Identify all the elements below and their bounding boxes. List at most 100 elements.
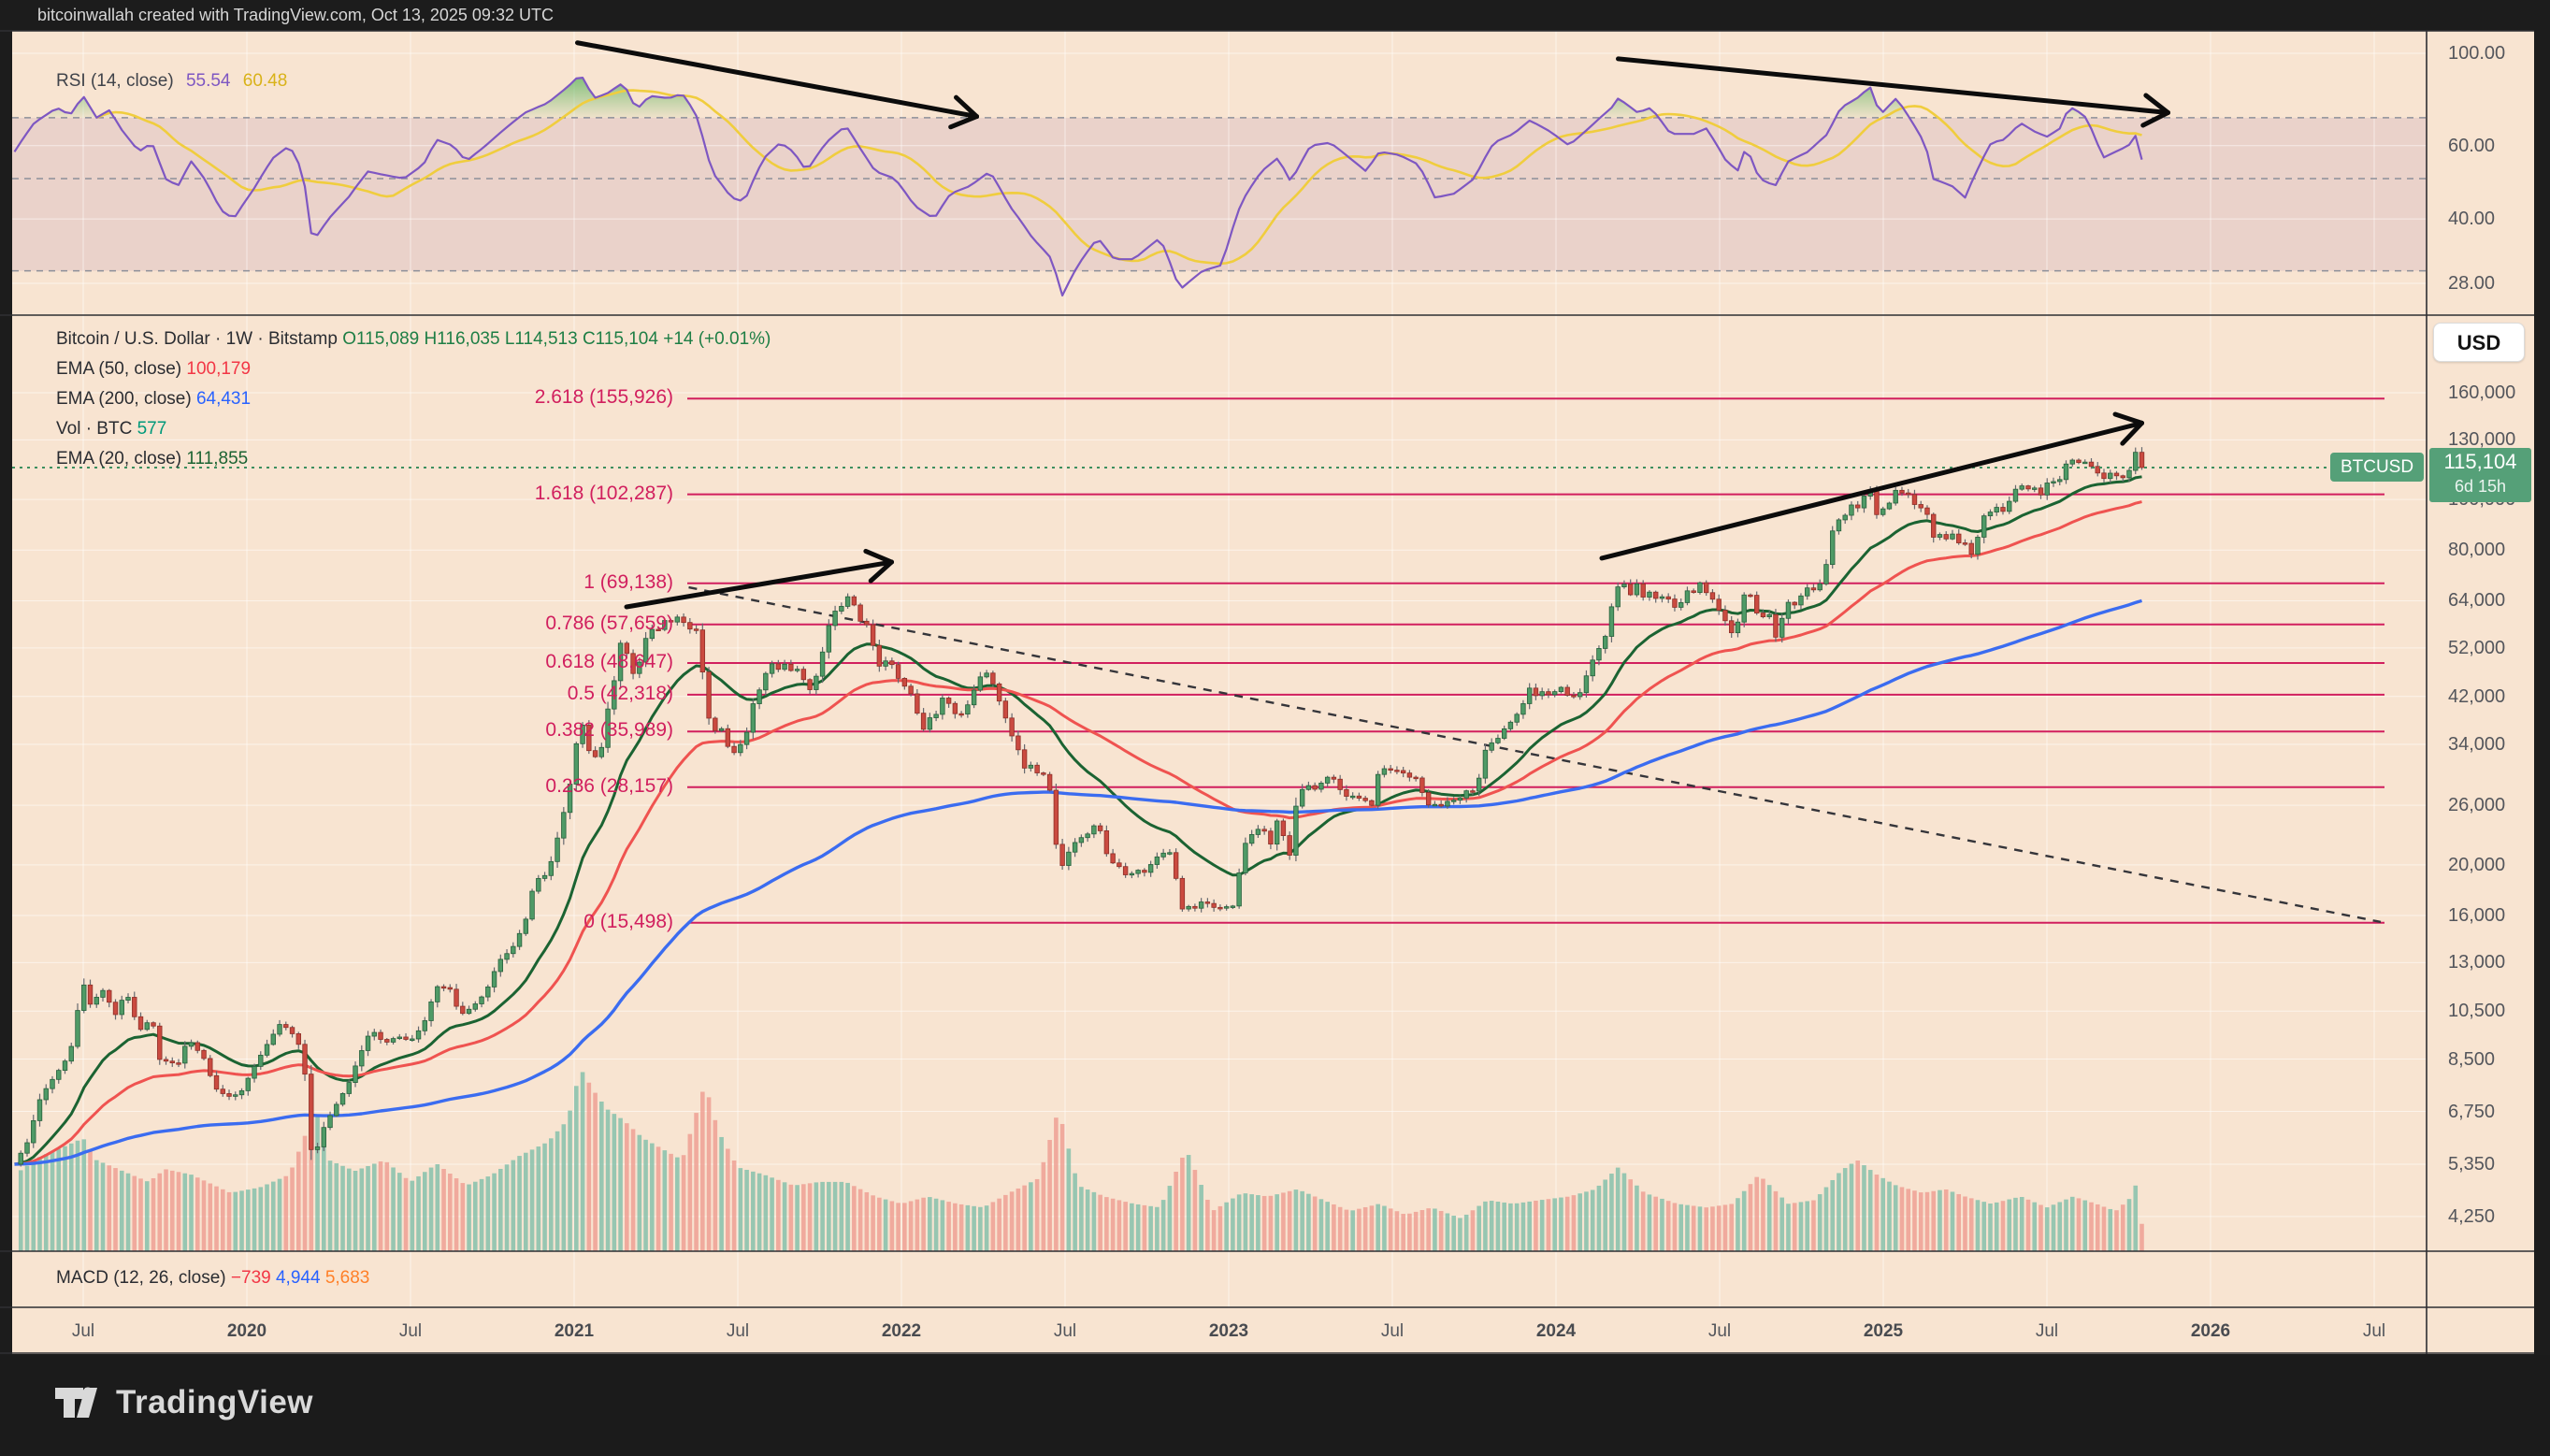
symbol-title: Bitcoin / U.S. Dollar · 1W · Bitstamp: [56, 329, 338, 349]
fib-label: 1 (69,138): [583, 570, 673, 593]
ema200-label: EMA (200, close): [56, 389, 192, 409]
ema50-line: [14, 500, 2142, 1166]
price-axis-tick: 130,000: [2448, 429, 2516, 451]
ema20-label: EMA (20, close): [56, 449, 182, 469]
price-axis-tick: 26,000: [2448, 795, 2506, 816]
rsi-ma-value: 60.48: [242, 71, 288, 91]
time-axis-tick: Jul: [71, 1321, 95, 1341]
candles: [18, 447, 2145, 1167]
rsi-axis-tick: 60.00: [2448, 135, 2496, 156]
fib-label: 0.382 (35,989): [545, 719, 673, 742]
chart-canvas[interactable]: [0, 30, 2550, 1355]
price-trend-arrow-1[interactable]: [624, 548, 894, 610]
ema50-value: 100,179: [186, 359, 252, 379]
price-axis-tick: 13,000: [2448, 952, 2506, 973]
tradingview-logo-icon: [55, 1387, 97, 1418]
rsi-axis-tick: 40.00: [2448, 209, 2496, 230]
volume-legend-row[interactable]: Vol · BTC 577: [56, 419, 166, 440]
currency-toggle-usd[interactable]: USD: [2433, 323, 2525, 362]
rsi-line: [13, 77, 2143, 297]
price-axis-tick: 80,000: [2448, 540, 2506, 561]
ema200-line: [14, 598, 2142, 1166]
time-axis-tick: 2020: [226, 1321, 267, 1341]
ohlc-change: +14 (+0.01%): [663, 329, 771, 349]
rsi-plot: [12, 40, 2427, 297]
price-axis-tick: 16,000: [2448, 905, 2506, 926]
ema200-legend-row[interactable]: EMA (200, close) 64,431: [56, 389, 251, 410]
price-axis-tick: 20,000: [2448, 854, 2506, 875]
macd-title: MACD (12, 26, close): [56, 1268, 226, 1288]
time-axis-tick: Jul: [398, 1321, 423, 1341]
macd-value: −739: [230, 1268, 271, 1288]
tradingview-logo: TradingView: [54, 1380, 313, 1425]
price-axis-tick: 34,000: [2448, 734, 2506, 755]
fib-label: 0.236 (28,157): [545, 774, 673, 797]
time-axis-tick: Jul: [1053, 1321, 1077, 1341]
macd-hist-value: 5,683: [324, 1268, 370, 1288]
fib-label: 0.618 (48,647): [545, 651, 673, 673]
chart-area[interactable]: RSI (14, close) 55.54 60.48 Bitcoin / U.…: [0, 30, 2550, 1355]
ema20-legend-row[interactable]: EMA (20, close) 111,855: [56, 449, 248, 469]
footer-bar: TradingView: [0, 1355, 2550, 1456]
price-axis-tick: 6,750: [2448, 1101, 2496, 1122]
fib-label: 2.618 (155,926): [534, 386, 673, 409]
fib-label: 0.5 (42,318): [567, 682, 673, 704]
tradingview-logo-text: TradingView: [116, 1384, 314, 1420]
rsi-axis-tick: 28.00: [2448, 273, 2496, 294]
symbol-legend-row[interactable]: Bitcoin / U.S. Dollar · 1W · Bitstamp O1…: [56, 329, 771, 350]
ema50-legend-row[interactable]: EMA (50, close) 100,179: [56, 359, 251, 380]
time-axis-tick: Jul: [726, 1321, 750, 1341]
price-plot: [12, 397, 2427, 1251]
time-axis-tick: Jul: [1707, 1321, 1732, 1341]
fib-label: 0 (15,498): [583, 910, 673, 932]
time-axis-tick: 2024: [1535, 1321, 1577, 1341]
price-axis-tick: 42,000: [2448, 685, 2506, 707]
price-axis-tick: 10,500: [2448, 1001, 2506, 1022]
rsi-axis-tick: 100.00: [2448, 43, 2506, 64]
time-axis-tick: 2023: [1208, 1321, 1249, 1341]
time-axis-tick: 2021: [554, 1321, 595, 1341]
price-axis-tick: 8,500: [2448, 1048, 2496, 1070]
ohlc-low: L114,513: [504, 329, 578, 349]
bar-countdown: 6d 15h: [2454, 477, 2507, 496]
price-axis-tick: 52,000: [2448, 637, 2506, 658]
attribution-text: bitcoinwallah created with TradingView.c…: [37, 6, 554, 24]
macd-signal-value: 4,944: [275, 1268, 321, 1288]
macd-legend-row[interactable]: MACD (12, 26, close) −739 4,944 5,683: [56, 1268, 369, 1289]
price-trend-arrow-2[interactable]: [1599, 411, 2144, 561]
time-axis-tick: 2025: [1863, 1321, 1904, 1341]
rsi-band: [12, 117, 2427, 271]
volume-label: Vol · BTC: [56, 419, 133, 439]
rsi-legend-title: RSI (14, close): [56, 71, 174, 91]
ema50-label: EMA (50, close): [56, 359, 182, 379]
rsi-value: 55.54: [185, 71, 231, 91]
ohlc-open: O115,089: [342, 329, 420, 349]
fib-label: 1.618 (102,287): [534, 482, 673, 504]
attribution-bar: bitcoinwallah created with TradingView.c…: [0, 0, 2550, 30]
last-price-value: 115,104: [2443, 450, 2517, 473]
ohlc-high: H116,035: [424, 329, 500, 349]
fib-label: 0.786 (57,659): [545, 612, 673, 634]
rsi-trend-arrow-1[interactable]: [575, 40, 979, 130]
rsi-trend-arrow-2[interactable]: [1616, 56, 2170, 128]
time-axis-tick: Jul: [2362, 1321, 2386, 1341]
price-axis-tick: 5,350: [2448, 1153, 2496, 1175]
symbol-price-label: BTCUSD: [2330, 453, 2424, 482]
price-axis-tick: 64,000: [2448, 590, 2506, 612]
time-axis-tick: Jul: [2035, 1321, 2059, 1341]
dashed-trendline: [688, 585, 2382, 924]
volume-value: 577: [137, 419, 167, 439]
rsi-legend[interactable]: RSI (14, close) 55.54 60.48: [56, 71, 287, 92]
time-axis-tick: 2026: [2190, 1321, 2231, 1341]
grid: [12, 31, 2427, 1307]
last-price-badge: 115,104 6d 15h: [2429, 448, 2531, 502]
ema200-value: 64,431: [195, 389, 252, 409]
price-axis-tick: 4,250: [2448, 1205, 2496, 1227]
volume-bars: [18, 1072, 2144, 1251]
time-axis-tick: Jul: [1380, 1321, 1405, 1341]
ema20-value: 111,855: [186, 449, 249, 469]
price-axis-tick: 160,000: [2448, 382, 2516, 403]
time-axis-tick: 2022: [881, 1321, 922, 1341]
ohlc-close: C115,104: [582, 329, 658, 349]
